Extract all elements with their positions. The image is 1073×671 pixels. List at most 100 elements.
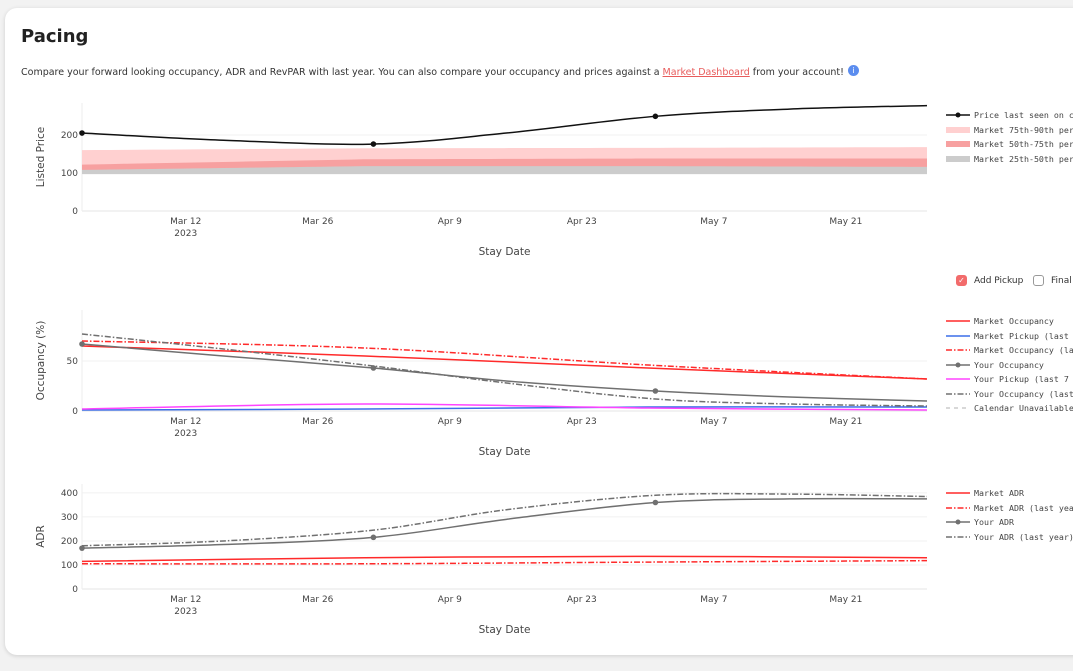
series-line <box>81 104 928 146</box>
x-tick-year: 2023 <box>174 607 197 617</box>
legend-swatch-icon <box>946 378 970 380</box>
legend-item[interactable]: Price last seen on calendar <box>946 108 1073 123</box>
y-tick-label: 200 <box>61 537 78 547</box>
x-tick-label: May 7 <box>700 417 727 427</box>
y-tick-label: 100 <box>61 561 78 571</box>
series-line <box>81 345 928 380</box>
legend-item[interactable]: Your ADR (last year) <box>946 530 1073 545</box>
description: Compare your forward looking occupancy, … <box>21 65 859 78</box>
chart-2: 0 100 200 300 400 Mar 12 2023 Mar 26 Apr 9 Apr 23… <box>35 484 928 636</box>
x-tick-label: May 7 <box>700 217 727 227</box>
chart-0: 0 100 200 Mar 12 2023 Mar 26 Apr 9 Apr 23 May 7 M… <box>35 103 928 258</box>
market-dashboard-link[interactable]: Market Dashboard <box>662 67 750 78</box>
add-pickup-checkbox[interactable]: ✓ Add Pickup <box>956 275 1023 286</box>
legend-label: Your ADR <box>974 517 1014 528</box>
series-line <box>81 406 928 411</box>
occupancy-legend: Market Occupancy Market Pickup (last 7 da… <box>946 314 1073 416</box>
legend-label: Market Occupancy <box>974 316 1054 327</box>
x-tick-label: Apr 9 <box>438 217 462 227</box>
y-axis-label: ADR <box>35 525 47 548</box>
data-point <box>652 388 659 394</box>
legend-item[interactable]: Market Occupancy <box>946 314 1073 329</box>
legend-label: Price last seen on calendar <box>974 110 1073 121</box>
legend-item[interactable]: Market ADR <box>946 486 1073 501</box>
data-point <box>370 365 377 371</box>
y-axis-label: Occupancy (%) <box>35 321 47 401</box>
legend-swatch-icon <box>946 492 970 494</box>
legend-label: Market 75th-90th percentile <box>974 124 1073 135</box>
legend-item[interactable]: Market 25th-50th percentile <box>946 152 1073 167</box>
data-point <box>370 141 377 147</box>
x-tick-label: Mar 12 <box>170 417 201 427</box>
x-tick-label: Apr 23 <box>567 595 597 605</box>
legend-item[interactable]: Market Pickup (last 7 days) <box>946 329 1073 344</box>
x-tick-year: 2023 <box>174 229 197 239</box>
x-tick-label: Mar 26 <box>302 595 334 605</box>
legend-label: Market ADR (last year) <box>974 502 1073 513</box>
x-tick-label: Apr 23 <box>567 217 597 227</box>
x-axis-label: Stay Date <box>479 446 531 458</box>
y-tick-label: 0 <box>72 407 78 417</box>
x-tick-label: Mar 26 <box>302 217 334 227</box>
adr-legend: Market ADR Market ADR (last year) Your ADR… <box>946 486 1073 544</box>
info-icon[interactable]: i <box>847 65 859 76</box>
data-point <box>79 341 85 347</box>
series-line <box>81 333 928 407</box>
y-tick-label: 300 <box>61 513 78 523</box>
final-checkbox[interactable]: Final <box>1033 275 1072 286</box>
legend-swatch-icon <box>946 335 970 337</box>
legend-swatch-icon <box>946 507 970 509</box>
x-tick-label: May 7 <box>700 595 727 605</box>
band-area <box>82 166 927 175</box>
y-tick-label: 200 <box>61 131 78 141</box>
legend-label: Your Pickup (last 7 days) <box>974 374 1073 385</box>
checkbox-unchecked-icon <box>1033 275 1044 286</box>
legend-label: Market 50th-75th percentile <box>974 139 1073 150</box>
series-line <box>81 403 928 411</box>
data-point <box>652 113 659 120</box>
legend-item[interactable]: Market Occupancy (last year) <box>946 343 1073 358</box>
checkbox-checked-icon: ✓ <box>956 275 967 286</box>
legend-label: Calendar Unavailable <box>974 403 1073 414</box>
legend-label: Market Occupancy (last year) <box>974 345 1073 356</box>
data-point <box>370 534 377 541</box>
series-line <box>81 343 928 402</box>
x-axis-label: Stay Date <box>479 624 531 636</box>
series-line <box>81 559 928 565</box>
page-title: Pacing <box>21 26 89 47</box>
series-line <box>81 555 928 563</box>
legend-label: Your Occupancy (last year) <box>974 388 1073 399</box>
legend-swatch-icon <box>946 155 970 162</box>
legend-swatch-icon <box>946 320 970 322</box>
legend-item[interactable]: Market 50th-75th percentile <box>946 137 1073 152</box>
legend-item[interactable]: Your Occupancy <box>946 358 1073 373</box>
x-tick-label: May 21 <box>829 417 862 427</box>
legend-swatch-icon <box>946 519 970 525</box>
series-line <box>81 497 928 549</box>
legend-item[interactable]: Market 75th-90th percentile <box>946 123 1073 138</box>
legend-item[interactable]: Your Pickup (last 7 days) <box>946 372 1073 387</box>
x-tick-label: Apr 23 <box>567 417 597 427</box>
y-tick-label: 100 <box>61 169 78 179</box>
legend-label: Your ADR (last year) <box>974 531 1073 542</box>
y-tick-label: 400 <box>61 489 78 499</box>
x-axis-label: Stay Date <box>479 246 531 258</box>
x-tick-label: Apr 9 <box>438 595 462 605</box>
legend-label: Market 25th-50th percentile <box>974 153 1073 164</box>
legend-item[interactable]: Your ADR <box>946 515 1073 530</box>
legend-item[interactable]: Market ADR (last year) <box>946 501 1073 516</box>
legend-label: Your Occupancy <box>974 359 1044 370</box>
legend-item[interactable]: Your Occupancy (last year) <box>946 387 1073 402</box>
x-tick-label: May 21 <box>829 595 862 605</box>
data-point <box>79 545 85 551</box>
legend-swatch-icon <box>946 112 970 118</box>
data-point <box>652 499 659 506</box>
series-line <box>81 340 928 380</box>
legend-label: Market ADR <box>974 488 1024 499</box>
legend-swatch-icon <box>946 349 970 351</box>
legend-item[interactable]: Calendar Unavailable <box>946 401 1073 416</box>
legend-swatch-icon <box>946 407 970 409</box>
legend-label: Market Pickup (last 7 days) <box>974 330 1073 341</box>
series-line <box>81 492 928 547</box>
pacing-card <box>5 8 1073 655</box>
